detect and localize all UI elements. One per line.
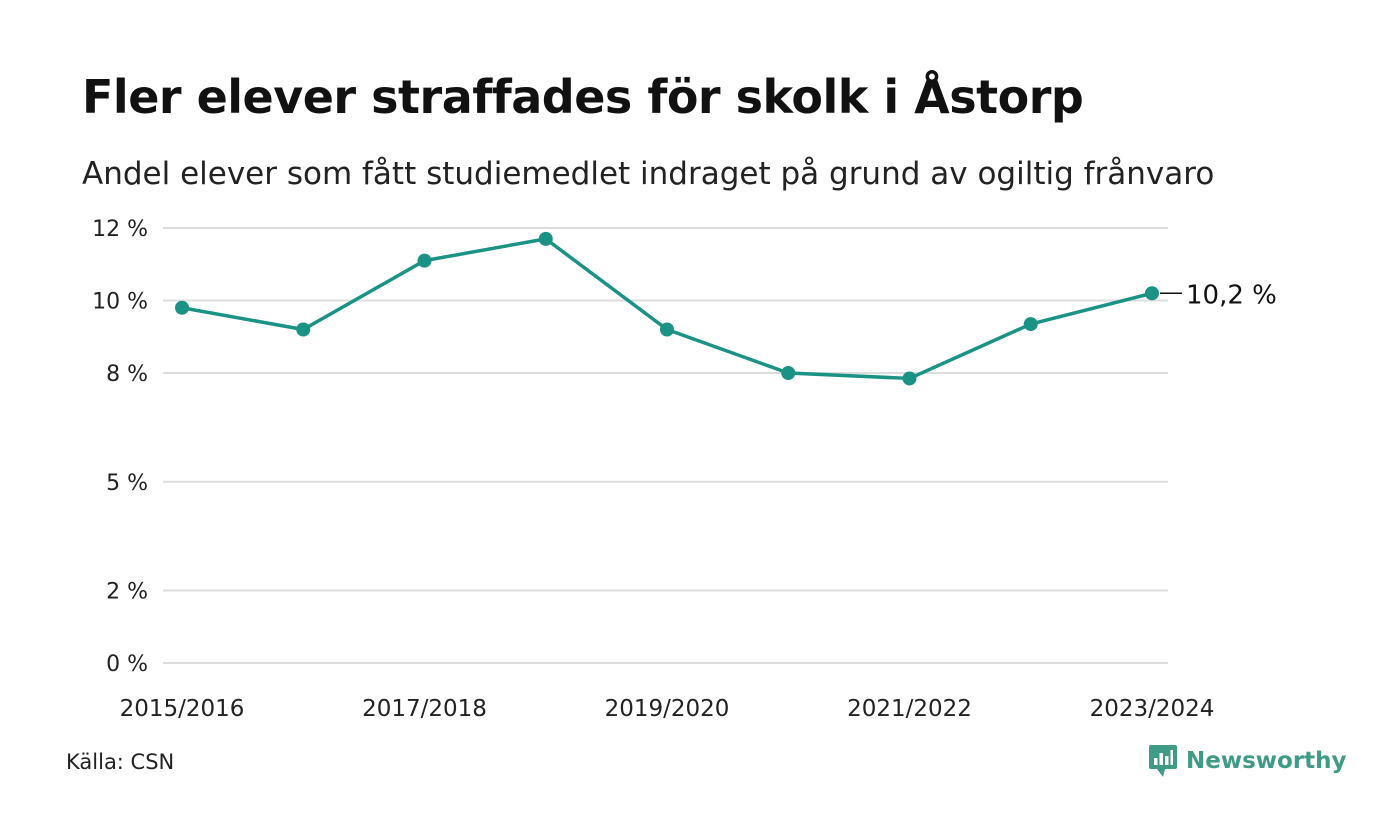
data-point: [1023, 317, 1038, 332]
x-tick-label: 2015/2016: [120, 696, 245, 722]
data-point: [417, 253, 432, 268]
brand-name: Newsworthy: [1186, 748, 1347, 774]
x-tick-label: 2019/2020: [605, 696, 730, 722]
y-tick-label: 0 %: [106, 652, 148, 677]
x-tick-label: 2023/2024: [1090, 696, 1215, 722]
x-axis-tick-labels: 2015/2016 2017/2018 2019/2020 2021/2022 2023…: [120, 696, 1215, 722]
series-line: [180, 237, 1154, 381]
series: [175, 231, 1159, 386]
y-tick-label: 12 %: [92, 217, 148, 242]
data-point: [902, 371, 917, 386]
x-tick-label: 2021/2022: [847, 696, 972, 722]
data-point: [175, 300, 189, 315]
x-tick-label: 2017/2018: [362, 696, 487, 722]
y-tick-label: 10 %: [92, 290, 148, 315]
gridlines: [163, 227, 1168, 664]
y-tick-label: 8 %: [106, 362, 148, 387]
source-note: Källa: CSN: [66, 750, 175, 774]
brand: Newsworthy: [1148, 744, 1347, 778]
data-point: [781, 366, 796, 380]
data-point: [660, 322, 674, 337]
data-point: [538, 231, 553, 246]
chart-subtitle: Andel elever som fått studiemedlet indra…: [82, 156, 1215, 192]
newsworthy-logo-icon: [1149, 745, 1177, 777]
data-point: [1145, 286, 1159, 301]
data-point: [296, 322, 311, 337]
y-axis-tick-labels: 0 % 2 % 5 % 8 % 10 % 12 %: [92, 217, 148, 677]
y-tick-label: 2 %: [106, 580, 148, 605]
line-chart: 0 %2 %5 %8 %10 %12 % 2015/2016 2017/2018 2…: [92, 217, 1277, 722]
chart-title: Fler elever straffades för skolk i Åstor…: [82, 70, 1084, 124]
end-label: 10,2 %: [1160, 280, 1277, 310]
y-tick-label: 5 %: [106, 471, 148, 496]
end-value-label: 10,2 %: [1186, 280, 1277, 310]
